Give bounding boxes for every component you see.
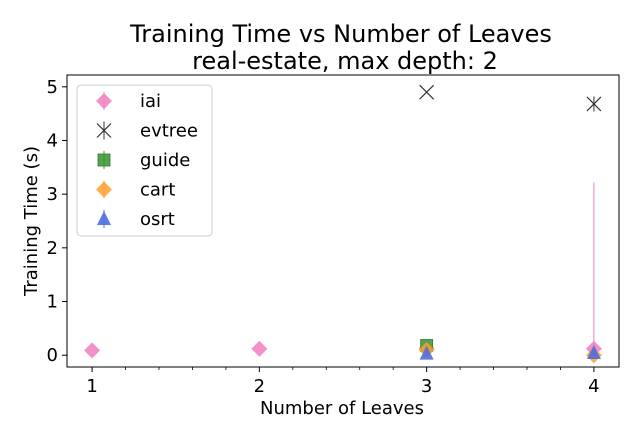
point-evtree-stroke-b <box>586 96 602 112</box>
y-tick-label: 4 <box>47 130 58 151</box>
legend-marker-guide <box>97 153 111 167</box>
legend: iai evtree guide cart osrt <box>76 84 213 237</box>
x-tick-label: 2 <box>254 376 265 397</box>
plot-area: 0 1 2 3 4 5 1 2 3 4 <box>47 74 620 397</box>
legend-marker-iai <box>96 93 112 109</box>
x-tick-label: 4 <box>588 376 599 397</box>
legend-box <box>76 84 213 237</box>
legend-label-guide: guide <box>140 150 190 171</box>
legend-label-cart: cart <box>140 180 175 201</box>
point-evtree <box>419 84 435 100</box>
y-tick-label: 5 <box>47 77 58 98</box>
y-tick-label: 0 <box>47 345 58 366</box>
y-tick-label: 3 <box>47 184 58 205</box>
point-evtree <box>586 96 602 112</box>
chart-title-line-2: real-estate, max depth: 2 <box>192 47 498 75</box>
x-tick-label: 3 <box>421 376 432 397</box>
legend-marker-evtree <box>96 123 112 138</box>
legend-marker-osrt <box>97 211 111 225</box>
point-iai <box>84 342 101 359</box>
legend-marker-evtree-stroke-b <box>96 123 112 138</box>
legend-marker-cart <box>96 181 112 198</box>
point-osrt <box>586 345 601 360</box>
y-tick-label: 2 <box>47 238 58 259</box>
legend-label-evtree: evtree <box>140 121 198 142</box>
axes-frame <box>66 74 620 368</box>
legend-label-osrt: osrt <box>140 209 175 230</box>
point-osrt <box>419 345 434 360</box>
x-tick-label: 1 <box>86 376 97 397</box>
y-axis-label: Training Time (s) <box>21 146 42 297</box>
point-iai <box>251 340 268 357</box>
x-axis-label: Number of Leaves <box>260 398 424 419</box>
legend-label-iai: iai <box>140 91 161 112</box>
y-tick-label: 1 <box>47 292 58 313</box>
point-evtree-stroke-b <box>419 84 435 100</box>
chart-title-line-1: Training Time vs Number of Leaves <box>129 20 552 48</box>
